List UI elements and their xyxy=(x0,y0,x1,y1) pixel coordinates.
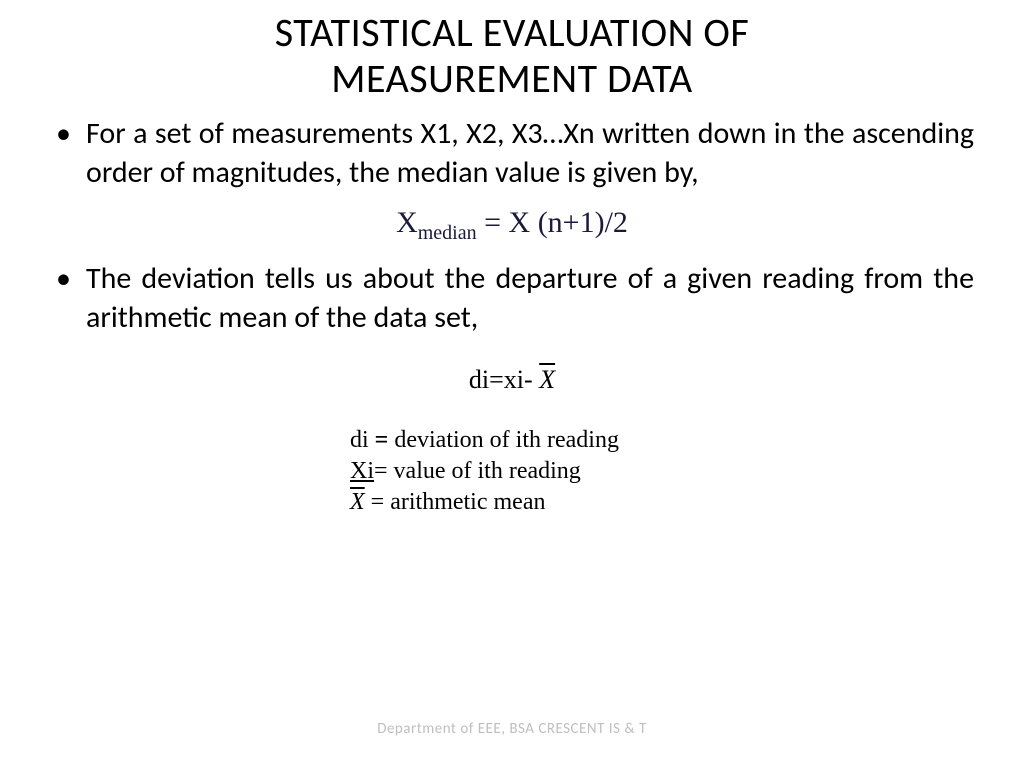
bullet-marker: • xyxy=(50,114,86,192)
formula-dev-xbar: X xyxy=(539,365,555,394)
bullet-item-2: • The deviation tells us about the depar… xyxy=(50,259,974,337)
legend-3x: X xyxy=(350,489,365,515)
slide-title: STATISTICAL EVALUATION OF MEASUREMENT DA… xyxy=(50,10,974,102)
legend-2a: Xi xyxy=(350,458,374,484)
formula-median-sub: median xyxy=(418,222,477,244)
bullet-marker: • xyxy=(50,259,86,337)
bullet-item-1: • For a set of measurements X1, X2, X3…X… xyxy=(50,114,974,192)
bullet-text-1: For a set of measurements X1, X2, X3…Xn … xyxy=(86,114,974,192)
formula-dev-left: di=xi- xyxy=(469,365,539,394)
legend-1a: di xyxy=(350,427,375,453)
title-line-2: MEASUREMENT DATA xyxy=(331,54,692,103)
formula-median-x: X xyxy=(396,206,418,239)
bullet-text-2: The deviation tells us about the departu… xyxy=(86,259,974,337)
formula-median-right: = X (n+1)/2 xyxy=(477,206,628,239)
slide-container: STATISTICAL EVALUATION OF MEASUREMENT DA… xyxy=(0,0,1024,768)
legend-3b: = arithmetic mean xyxy=(365,489,546,515)
formula-median: Xmedian = X (n+1)/2 xyxy=(50,206,974,245)
legend-row-3: X = arithmetic mean xyxy=(350,487,974,518)
legend-1c: deviation of ith reading xyxy=(394,427,619,453)
legend-block: di = deviation of ith reading Xi= value … xyxy=(350,425,974,519)
legend-1b: = xyxy=(375,427,395,453)
legend-2b: = value of ith reading xyxy=(374,458,581,484)
legend-row-1: di = deviation of ith reading xyxy=(350,425,974,456)
legend-row-2: Xi= value of ith reading xyxy=(350,456,974,487)
title-line-1: STATISTICAL EVALUATION OF xyxy=(275,8,750,57)
formula-deviation: di=xi- X xyxy=(50,365,974,395)
